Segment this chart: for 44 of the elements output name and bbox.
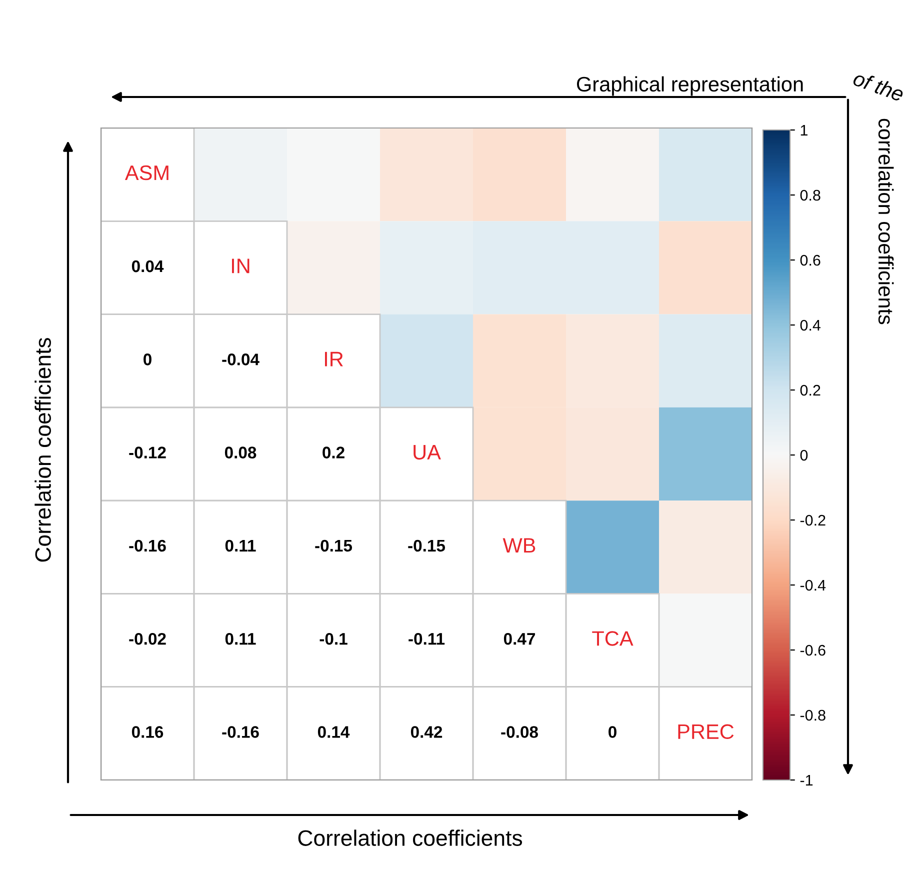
color-bar-label: 1: [800, 125, 808, 136]
color-bar-label: 0.8: [800, 190, 820, 201]
text: WB: [502, 538, 536, 553]
color-bar-label: -0.6: [800, 644, 826, 656]
text: of the: [852, 70, 906, 102]
text: IN: [232, 258, 250, 274]
text: -0.02: [129, 632, 166, 645]
text: 0: [144, 354, 152, 366]
text: -0.08: [501, 726, 538, 738]
text: -0.12: [129, 446, 166, 458]
text: -0.16: [222, 726, 259, 738]
text: Graphical representation: [576, 76, 803, 96]
text: 0.42: [410, 726, 442, 738]
text: 0.16: [132, 726, 164, 738]
text: -0.15: [408, 540, 446, 552]
text: 0.08: [224, 446, 256, 458]
text: -0.1: [320, 632, 348, 645]
color-bar-label: -0.2: [800, 514, 826, 526]
text: Correlation coefficients: [298, 830, 522, 846]
text: 0.11: [225, 632, 256, 645]
color-bar-label: -0.4: [800, 580, 826, 591]
text: 0.14: [318, 726, 350, 738]
color-bar-label: 0.4: [800, 320, 821, 331]
text: correlation coefficients: [878, 118, 894, 324]
text: 0.2: [322, 446, 344, 458]
text: Correlation coefficients: [34, 338, 51, 562]
color-bar-label: 0.6: [800, 254, 820, 266]
text: 0.04: [132, 260, 164, 272]
text: 0: [608, 726, 616, 738]
color-bar-label: -1: [800, 775, 813, 786]
y-tick-label: PREC: [678, 724, 734, 740]
text: ASM: [124, 165, 168, 180]
color-bar-label: -0.8: [800, 710, 826, 721]
text: UA: [414, 445, 441, 460]
text: IR: [325, 352, 343, 366]
text: 0.11: [225, 540, 256, 552]
text: TCA: [592, 631, 634, 646]
text: -0.11: [408, 632, 445, 645]
color-bar-label: 0: [800, 450, 808, 461]
text: -0.16: [129, 540, 166, 552]
text: -0.04: [222, 354, 260, 366]
text: 0.47: [504, 632, 535, 645]
color-bar-label: 0.2: [800, 384, 820, 396]
text: -0.15: [315, 540, 352, 552]
